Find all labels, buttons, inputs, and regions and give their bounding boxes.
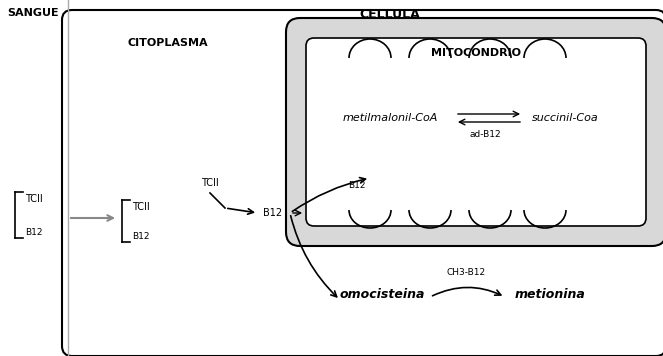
Text: CELLULA: CELLULA xyxy=(359,8,420,21)
Text: CH3-B12: CH3-B12 xyxy=(446,268,485,277)
Text: succinil-Coa: succinil-Coa xyxy=(532,113,599,123)
Text: metionina: metionina xyxy=(514,288,585,302)
Text: metilmalonil-CoA: metilmalonil-CoA xyxy=(342,113,438,123)
Text: CITOPLASMA: CITOPLASMA xyxy=(128,38,208,48)
Text: SANGUE: SANGUE xyxy=(7,8,59,18)
Text: TCII: TCII xyxy=(132,202,150,212)
Text: B12: B12 xyxy=(263,208,282,218)
Text: B12: B12 xyxy=(348,180,365,189)
Text: B12: B12 xyxy=(132,232,149,241)
Text: omocisteina: omocisteina xyxy=(339,288,425,302)
Text: TCII: TCII xyxy=(25,194,42,204)
Text: B12: B12 xyxy=(25,228,42,237)
Text: TCII: TCII xyxy=(201,178,219,188)
Text: MITOCONDRIO: MITOCONDRIO xyxy=(431,48,521,58)
FancyBboxPatch shape xyxy=(62,10,663,356)
FancyBboxPatch shape xyxy=(306,38,646,226)
Text: ad-B12: ad-B12 xyxy=(469,130,501,139)
FancyBboxPatch shape xyxy=(286,18,663,246)
